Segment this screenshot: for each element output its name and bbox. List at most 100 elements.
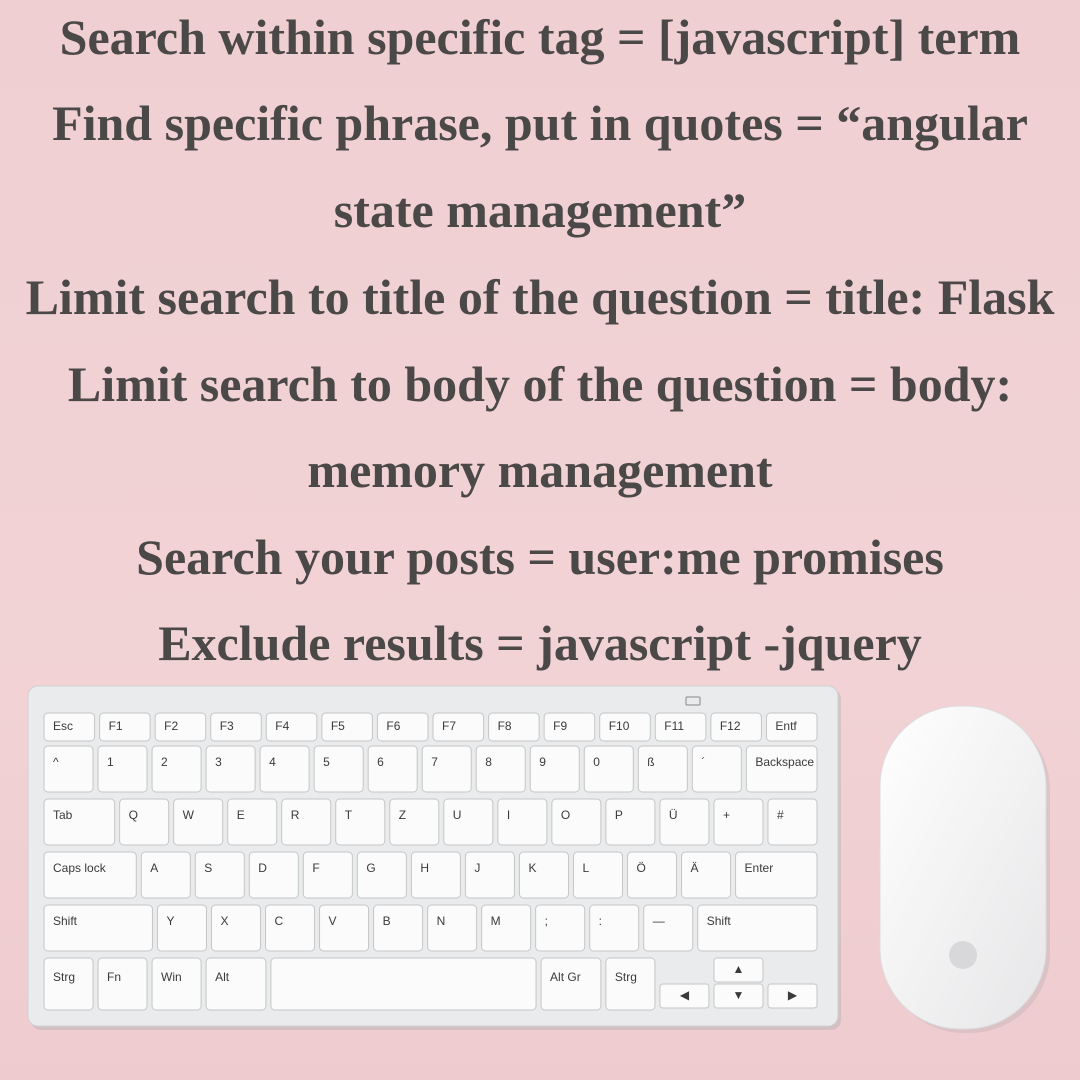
key-label: Shift bbox=[53, 914, 78, 928]
key bbox=[205, 745, 256, 793]
key-label: F1 bbox=[109, 719, 123, 733]
key bbox=[543, 712, 596, 742]
key bbox=[767, 798, 818, 846]
key-label: R bbox=[291, 808, 300, 822]
key-label: Strg bbox=[615, 970, 637, 984]
key-label: ▲ bbox=[733, 962, 745, 976]
key bbox=[156, 904, 207, 952]
key bbox=[194, 851, 245, 899]
key bbox=[535, 904, 586, 952]
key bbox=[481, 904, 532, 952]
key-label: Ö bbox=[637, 861, 646, 875]
key bbox=[210, 904, 262, 952]
key bbox=[376, 712, 429, 742]
arrow-key bbox=[659, 983, 710, 1009]
key-label: — bbox=[653, 914, 665, 928]
key bbox=[281, 798, 332, 846]
key bbox=[321, 712, 373, 742]
key-label: Esc bbox=[53, 719, 73, 733]
key-label: : bbox=[599, 914, 602, 928]
tip-line: Limit search to body of the question = b… bbox=[67, 356, 1013, 412]
key-label: F9 bbox=[553, 719, 567, 733]
tip-line: Exclude results = javascript -jquery bbox=[158, 615, 922, 671]
key bbox=[99, 712, 151, 742]
key-label: Caps lock bbox=[53, 861, 107, 875]
key bbox=[745, 745, 818, 793]
key bbox=[151, 745, 202, 793]
key bbox=[643, 904, 694, 952]
key-label: Q bbox=[129, 808, 138, 822]
key bbox=[367, 745, 418, 793]
tip-line: state management” bbox=[333, 182, 747, 238]
key-label: O bbox=[561, 808, 570, 822]
key bbox=[43, 904, 153, 952]
key-label: W bbox=[183, 808, 195, 822]
mouse bbox=[879, 705, 1047, 1030]
key-label: + bbox=[723, 808, 730, 822]
key bbox=[97, 745, 148, 793]
key-label: H bbox=[420, 861, 429, 875]
key-label: Shift bbox=[707, 914, 732, 928]
tip-line: memory management bbox=[307, 442, 773, 498]
key-label: G bbox=[366, 861, 375, 875]
key bbox=[713, 798, 764, 846]
key-label: ▼ bbox=[733, 988, 745, 1002]
key-label: F10 bbox=[609, 719, 630, 733]
key-label: Strg bbox=[53, 970, 75, 984]
key bbox=[335, 798, 386, 846]
key-label: C bbox=[275, 914, 284, 928]
key bbox=[313, 745, 364, 793]
key bbox=[302, 851, 353, 899]
key bbox=[265, 712, 318, 742]
key-label: 3 bbox=[215, 755, 222, 769]
key bbox=[659, 798, 710, 846]
key-label: K bbox=[528, 861, 536, 875]
key-label: 9 bbox=[539, 755, 546, 769]
key-label: Enter bbox=[745, 861, 774, 875]
key bbox=[681, 851, 732, 899]
key-label: F8 bbox=[498, 719, 512, 733]
key-label: I bbox=[507, 808, 510, 822]
key-label: 4 bbox=[269, 755, 276, 769]
key bbox=[373, 904, 424, 952]
key-label: J bbox=[474, 861, 480, 875]
key bbox=[140, 851, 191, 899]
key-label: 7 bbox=[431, 755, 438, 769]
key-label: X bbox=[220, 914, 228, 928]
key-label: F11 bbox=[664, 719, 684, 733]
key bbox=[697, 904, 818, 952]
arrow-key bbox=[713, 957, 764, 983]
key-label: ; bbox=[545, 914, 548, 928]
key bbox=[154, 712, 207, 742]
key bbox=[605, 957, 656, 1011]
key-label: ▶ bbox=[788, 988, 798, 1002]
key bbox=[589, 904, 640, 952]
key bbox=[43, 712, 96, 742]
key bbox=[97, 957, 148, 1011]
key bbox=[529, 745, 580, 793]
key bbox=[205, 957, 267, 1011]
key bbox=[464, 851, 515, 899]
key bbox=[551, 798, 602, 846]
space-bar bbox=[270, 957, 537, 1011]
key bbox=[599, 712, 651, 742]
key-label: Ü bbox=[669, 808, 678, 822]
key-label: N bbox=[437, 914, 446, 928]
tip-line: Limit search to title of the question = … bbox=[25, 269, 1055, 325]
key-label: 2 bbox=[161, 755, 168, 769]
key-label: Fn bbox=[107, 970, 121, 984]
key bbox=[654, 712, 707, 742]
key-label: F4 bbox=[275, 719, 289, 733]
key-label: V bbox=[329, 914, 337, 928]
key bbox=[475, 745, 526, 793]
key-label: 6 bbox=[377, 755, 384, 769]
key bbox=[488, 712, 540, 742]
key-label: F6 bbox=[386, 719, 400, 733]
key-label: ß bbox=[647, 755, 654, 769]
key-label: 0 bbox=[593, 755, 600, 769]
key-label: Win bbox=[161, 970, 182, 984]
key-label: ◀ bbox=[680, 988, 690, 1002]
apple-logo bbox=[949, 941, 977, 969]
